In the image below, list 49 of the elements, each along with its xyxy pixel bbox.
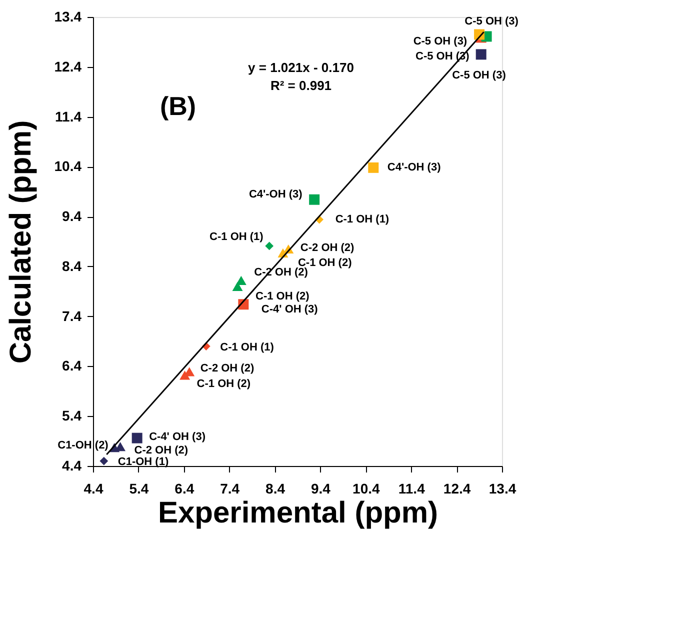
point	[476, 49, 486, 60]
y-axis-title: Calculated (ppm)	[4, 120, 38, 364]
point	[309, 194, 320, 205]
data-label: C-2 OH (2)	[200, 362, 254, 375]
annotation: y = 1.021x - 0.170	[248, 60, 354, 75]
y-tick-label: 5.4	[62, 408, 82, 424]
point	[265, 242, 274, 250]
y-tick-label: 8.4	[62, 258, 82, 274]
x-tick-label: 5.4	[129, 480, 149, 496]
x-axis-title: Experimental (ppm)	[158, 496, 438, 530]
data-label: C-2 OH (2)	[134, 444, 188, 457]
x-tick-label: 6.4	[174, 480, 194, 496]
data-label: C4'-OH (3)	[387, 162, 442, 174]
x-tick-label: 9.4	[310, 480, 331, 496]
data-label: C-5 OH (3)	[452, 69, 506, 82]
data-label: C-1 OH (2)	[256, 290, 310, 302]
x-tick-label: 11.4	[398, 480, 426, 496]
data-label: C-1 OH (1)	[220, 341, 274, 354]
data-label: C-1 OH (2)	[196, 378, 251, 390]
y-tick-label: 11.4	[55, 108, 82, 124]
annotation: (B)	[160, 91, 196, 121]
point	[132, 432, 142, 444]
point	[100, 456, 108, 466]
data-label: C-5 OH (3)	[413, 35, 468, 48]
data-label: C-4' OH (3)	[149, 431, 206, 444]
x-tick-label: 7.4	[220, 480, 240, 496]
x-tick-label: 10.4	[352, 480, 380, 496]
data-label: C1-OH (2)	[58, 440, 109, 452]
data-label: C-2 OH (2)	[300, 242, 355, 254]
data-label: C-4' OH (3)	[261, 303, 318, 316]
data-label: C-1 OH (2)	[298, 256, 352, 269]
y-tick-label: 12.4	[54, 58, 82, 74]
y-tick-label: 9.4	[62, 208, 82, 224]
data-label: C-5 OH (3)	[464, 15, 519, 28]
x-tick-label: 12.4	[443, 480, 471, 496]
x-tick-label: 8.4	[266, 480, 286, 496]
annotation: R² = 0.991	[270, 78, 332, 93]
data-label: C4'-OH (3)	[248, 188, 303, 201]
point	[236, 276, 246, 285]
x-tick-label: 13.4	[488, 480, 516, 496]
data-label: C-1 OH (1)	[335, 214, 390, 226]
y-tick-label: 7.4	[62, 308, 82, 324]
y-tick-label: 4.4	[62, 458, 82, 474]
point	[368, 162, 379, 173]
y-tick-label: 6.4	[62, 358, 82, 374]
data-label: C-1 OH (1)	[210, 230, 264, 243]
y-tick-label: 10.4	[54, 158, 82, 174]
x-tick-label: 4.4	[84, 480, 104, 496]
y-tick-label: 13.4	[54, 8, 82, 24]
